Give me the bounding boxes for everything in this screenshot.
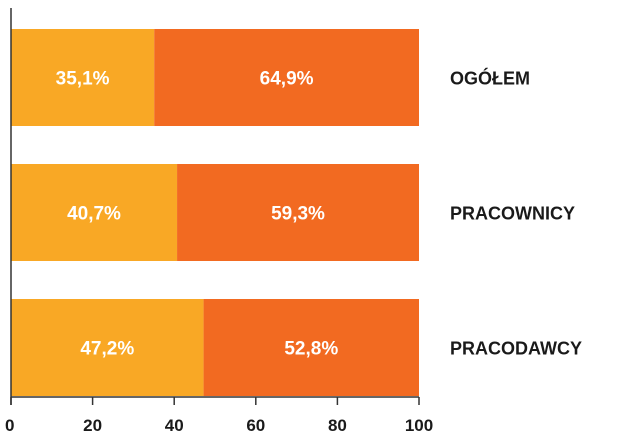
- data-label-2-1: 64,9%: [260, 69, 314, 90]
- x-tick-label-2: 40: [165, 416, 184, 435]
- x-tick-label-3: 60: [246, 416, 265, 435]
- category-label-3: PRACODAWCY: [450, 339, 582, 359]
- x-tick-label-0: 0: [5, 416, 14, 435]
- data-label-1-2: 40,7%: [67, 204, 121, 225]
- axes-layer: 0 20 40 60 80 100: [5, 8, 433, 435]
- data-label-2-2: 59,3%: [271, 204, 325, 225]
- bar-segment-2-3: [203, 299, 419, 396]
- bar-segment-1-3: [11, 299, 204, 396]
- category-label-2: PRACOWNICY: [450, 204, 575, 224]
- x-tick-label-4: 80: [328, 416, 347, 435]
- data-label-1-3: 47,2%: [80, 339, 134, 360]
- bar-segment-2-1: [154, 29, 419, 126]
- data-label-2-3: 52,8%: [284, 339, 338, 360]
- bar-segment-2-2: [177, 164, 419, 261]
- bar-segment-1-2: [11, 164, 178, 261]
- data-label-1-1: 35,1%: [56, 69, 110, 90]
- bar-segment-1-1: [11, 29, 155, 126]
- x-tick-label-5: 100: [405, 416, 433, 435]
- x-tick-label-1: 20: [83, 416, 102, 435]
- bars-layer: 35,1% 64,9% OGÓŁEM 40,7% 59,3% PRACOWNICY 47,2…: [11, 29, 582, 396]
- category-label-1: OGÓŁEM: [450, 68, 530, 89]
